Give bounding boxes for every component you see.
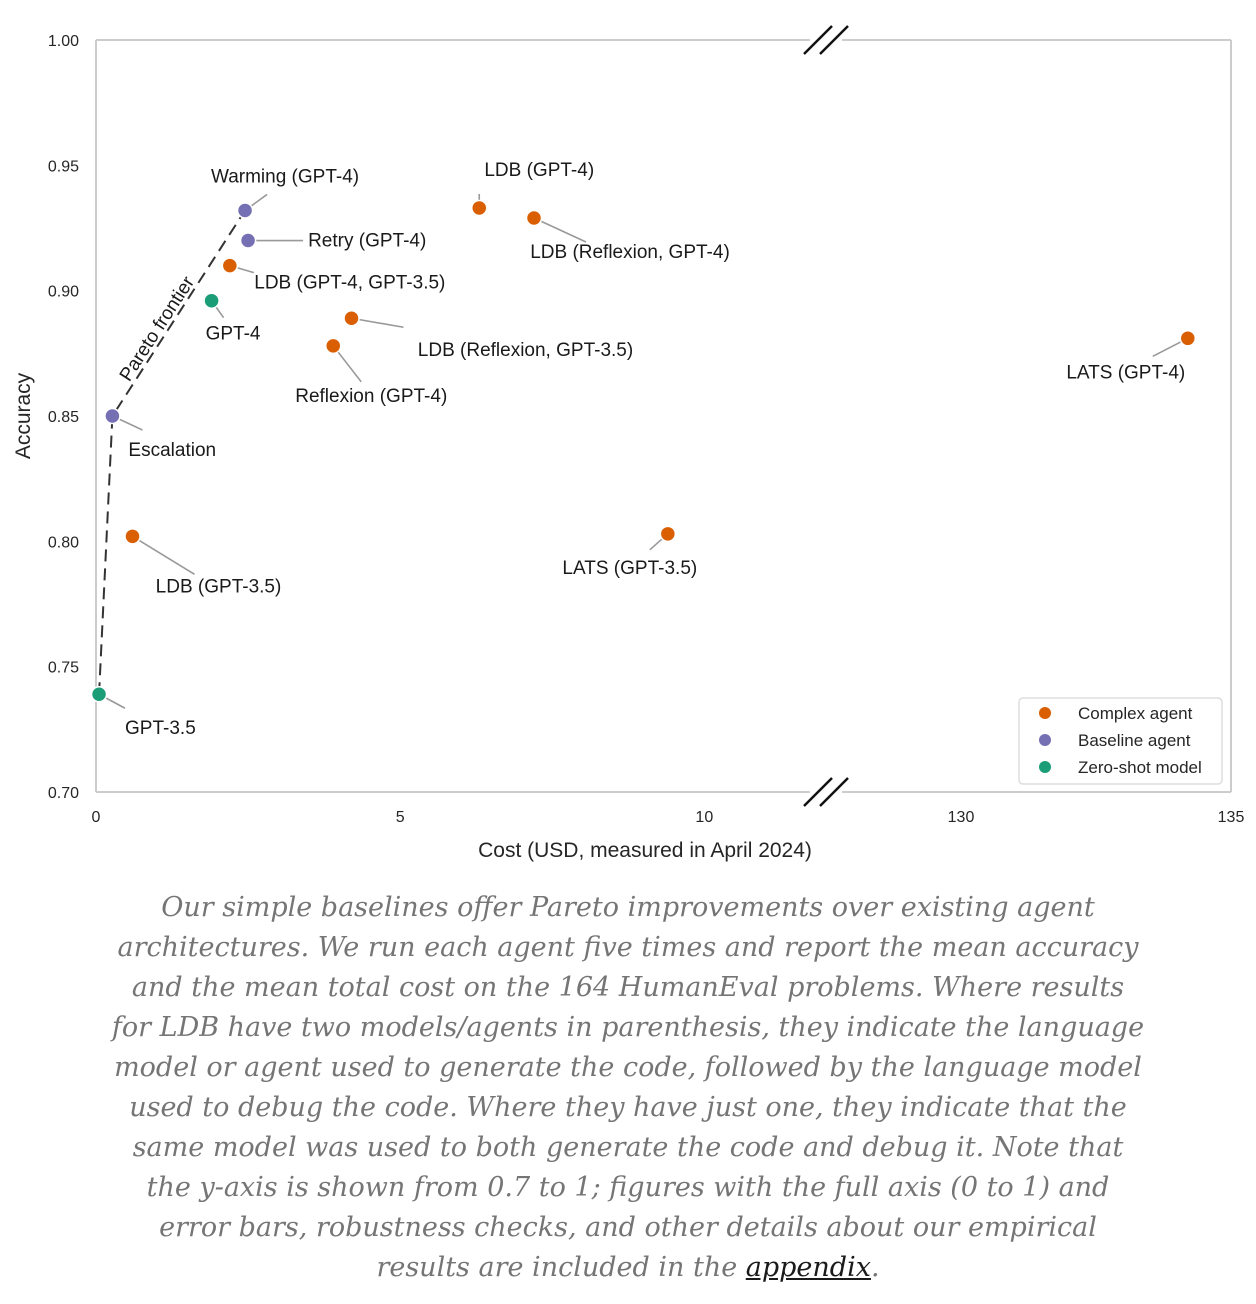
point-labels: LDB (GPT-4) LDB (Reflexion, GPT-4) LDB (GP… [125, 160, 1185, 739]
x-tick-label: 10 [695, 809, 713, 826]
data-point [236, 202, 254, 219]
y-tick-label: 0.85 [48, 409, 79, 426]
axis-break-bottom-b [819, 777, 849, 807]
point-label: LATS (GPT-3.5) [562, 558, 697, 579]
y-tick-label: 0.80 [48, 534, 79, 551]
appendix-link[interactable]: appendix [745, 1252, 871, 1283]
data-points [90, 199, 1197, 703]
axis-break-top-a [803, 25, 833, 55]
data-point [525, 209, 543, 227]
point-label: LDB (GPT-3.5) [156, 576, 282, 597]
caption-end: . [870, 1252, 880, 1283]
axis-break-top-b [819, 25, 849, 55]
annotation-leaders [98, 193, 1189, 709]
pareto-scatter-chart: 0.70 0.75 0.80 0.85 0.90 0.95 1.00 0 5 10 130 135 Co… [12, 25, 1245, 862]
point-label: LDB (Reflexion, GPT-4) [530, 242, 730, 263]
data-point [203, 292, 220, 309]
point-label: Retry (GPT-4) [308, 231, 426, 252]
chart-axes: 0.70 0.75 0.80 0.85 0.90 0.95 1.00 0 5 10 130 135 Co… [12, 25, 1245, 862]
point-label: Reflexion (GPT-4) [295, 386, 447, 407]
y-tick-label: 0.75 [48, 660, 79, 677]
x-axis-label: Cost (USD, measured in April 2024) [478, 839, 812, 862]
y-axis-label: Accuracy [12, 372, 35, 459]
y-tick-label: 0.90 [48, 284, 79, 301]
point-label: Escalation [128, 440, 216, 461]
point-label: Warming (GPT-4) [211, 166, 359, 187]
data-point [325, 337, 342, 355]
leader-line [351, 317, 404, 329]
legend-marker [1039, 734, 1051, 746]
leader-line [533, 217, 587, 243]
x-tick-label: 135 [1218, 809, 1245, 826]
x-tick-label: 130 [948, 809, 975, 826]
legend-label: Baseline agent [1078, 731, 1191, 750]
y-tick-label: 0.70 [48, 785, 79, 802]
data-point [659, 525, 677, 543]
x-tick-label: 0 [92, 809, 101, 826]
caption-text: Our simple baselines offer Pareto improv… [111, 892, 1145, 1283]
data-point [1179, 330, 1197, 347]
point-label: LDB (GPT-4, GPT-3.5) [254, 273, 445, 294]
data-point [239, 232, 257, 249]
figure-caption: Our simple baselines offer Pareto improv… [110, 888, 1146, 1288]
axis-break-bottom-a [803, 777, 833, 807]
data-point [471, 199, 488, 217]
legend: Complex agent Baseline agent Zero-shot mod… [1018, 697, 1223, 785]
point-label: LDB (GPT-4) [484, 160, 594, 181]
data-point [343, 309, 360, 327]
y-tick-label: 0.95 [48, 158, 79, 175]
point-label: LDB (Reflexion, GPT-3.5) [418, 340, 633, 361]
leader-line [132, 535, 195, 576]
data-point [90, 685, 108, 703]
legend-box [1018, 697, 1223, 785]
y-tick-label: 1.00 [48, 33, 79, 50]
data-point [104, 407, 121, 425]
legend-marker [1039, 707, 1051, 719]
data-point [221, 257, 239, 274]
data-point [124, 528, 141, 545]
point-label: LATS (GPT-4) [1066, 362, 1185, 383]
x-tick-label: 5 [396, 809, 405, 826]
legend-marker [1039, 761, 1051, 773]
point-label: GPT-3.5 [125, 718, 196, 739]
pareto-frontier-label: Pareto frontier [116, 272, 200, 385]
legend-label: Complex agent [1078, 704, 1193, 723]
pareto-frontier-line [98, 209, 246, 695]
legend-label: Zero-shot model [1078, 758, 1202, 777]
point-label: GPT-4 [206, 324, 261, 345]
